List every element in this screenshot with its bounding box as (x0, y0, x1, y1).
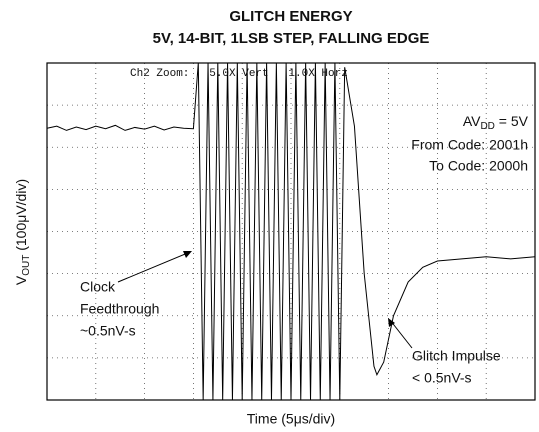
trace (46, 62, 536, 401)
scope-header: Ch2 Zoom: 5.0X Vert 1.0X Horz (130, 68, 348, 80)
annotation-glitch: < 0.5nV-s (412, 370, 472, 386)
chart-subtitle: 5V, 14-BIT, 1LSB STEP, FALLING EDGE (153, 30, 430, 47)
frame (46, 62, 536, 401)
annotation-to: To Code: 2000h (429, 158, 528, 174)
y-label-rest: (100μV/div) (13, 179, 29, 255)
x-axis-label: Time (5μs/div) (247, 411, 335, 427)
annotation-from: From Code: 2001h (411, 137, 528, 153)
annotation-clock: Feedthrough (80, 301, 159, 317)
arrow (117, 251, 191, 283)
annotation-clock: Clock (80, 279, 116, 295)
y-axis-label: VOUT (100μV/div) (13, 179, 32, 285)
avdd-main: AV (463, 113, 481, 129)
annotation-avdd: AVDD = 5V (463, 113, 529, 132)
arrow (389, 319, 413, 349)
annotation-glitch: Glitch Impulse (412, 348, 501, 364)
avdd-rest: = 5V (495, 113, 529, 129)
chart-title: GLITCH ENERGY (229, 8, 352, 25)
annotation-clock: ~0.5nV-s (80, 323, 136, 339)
arrowhead (183, 251, 192, 258)
avdd-sub: DD (480, 121, 494, 132)
arrowhead (388, 318, 395, 327)
y-label-sub: OUT (21, 255, 32, 276)
y-label-main: V (13, 275, 29, 285)
